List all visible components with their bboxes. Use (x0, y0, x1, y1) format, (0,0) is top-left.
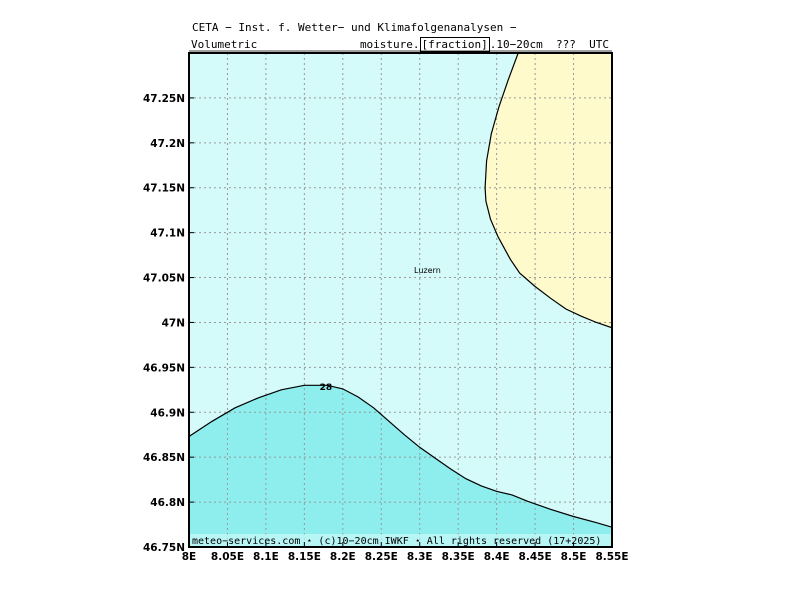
y-tick-label: 47.25N (143, 93, 185, 105)
copyright-footer: meteo−services.com ⋆ (c)10−20cm IWKF ⋆ A… (192, 536, 601, 547)
lower-contour-line (189, 384, 612, 528)
unit-box: [fraction] (419, 37, 490, 52)
low-moisture-region (189, 385, 612, 547)
x-tick-label: 8.55E (595, 551, 628, 563)
x-tick-label: 8.2E (330, 551, 356, 563)
y-tick-label: 47.05N (143, 273, 185, 285)
y-tick-label: 46.85N (143, 452, 185, 464)
y-tick-label: 47N (162, 317, 185, 329)
x-tick-label: 8.4E (484, 551, 510, 563)
x-tick-label: 8.25E (365, 551, 398, 563)
grid-lines (189, 53, 612, 547)
x-tick-label: 8E (182, 551, 196, 563)
x-tick-label: 8.35E (442, 551, 475, 563)
upper-contour-line (484, 53, 612, 329)
y-tick-label: 46.75N (143, 542, 185, 554)
variable-suffix: .10−20cm ??? UTC (489, 38, 609, 51)
x-tick-labels: 8E 8.05E 8.1E 8.15E 8.2E 8.25E 8.3E 8.35E 8.4E 8.… (182, 542, 629, 563)
x-tick-label: 8.1E (253, 551, 279, 563)
y-tick-label: 47.1N (150, 228, 185, 240)
y-tick-label: 47.15N (143, 183, 185, 195)
y-tick-label: 46.95N (143, 362, 185, 374)
map-frame (188, 52, 613, 548)
high-moisture-region (485, 53, 612, 328)
x-tick-label: 8.3E (407, 551, 433, 563)
x-tick-label: 8.15E (288, 551, 321, 563)
x-tick-label: 8.05E (211, 551, 244, 563)
contour-value-label: 28 (320, 383, 333, 393)
y-tick-labels: 46.75N 46.8N 46.85N 46.9N 46.95N 47N 47.05N 47.… (143, 93, 194, 554)
variable-name-right: moisture. [fraction] .10−20cm ??? UTC (359, 37, 609, 52)
variable-prefix: moisture. (359, 38, 420, 51)
plot-area (189, 53, 612, 547)
y-tick-label: 46.8N (150, 497, 185, 509)
map-title: CETA − Inst. f. Wetter− und Klimafolgena… (192, 21, 517, 34)
y-tick-label: 46.9N (150, 407, 185, 419)
x-tick-label: 8.5E (561, 551, 587, 563)
x-tick-label: 8.45E (519, 551, 552, 563)
y-tick-label: 47.2N (150, 138, 185, 150)
footer-band (189, 534, 612, 547)
city-label: Luzern (414, 266, 441, 275)
variable-name-left: Volumetric (191, 38, 258, 51)
